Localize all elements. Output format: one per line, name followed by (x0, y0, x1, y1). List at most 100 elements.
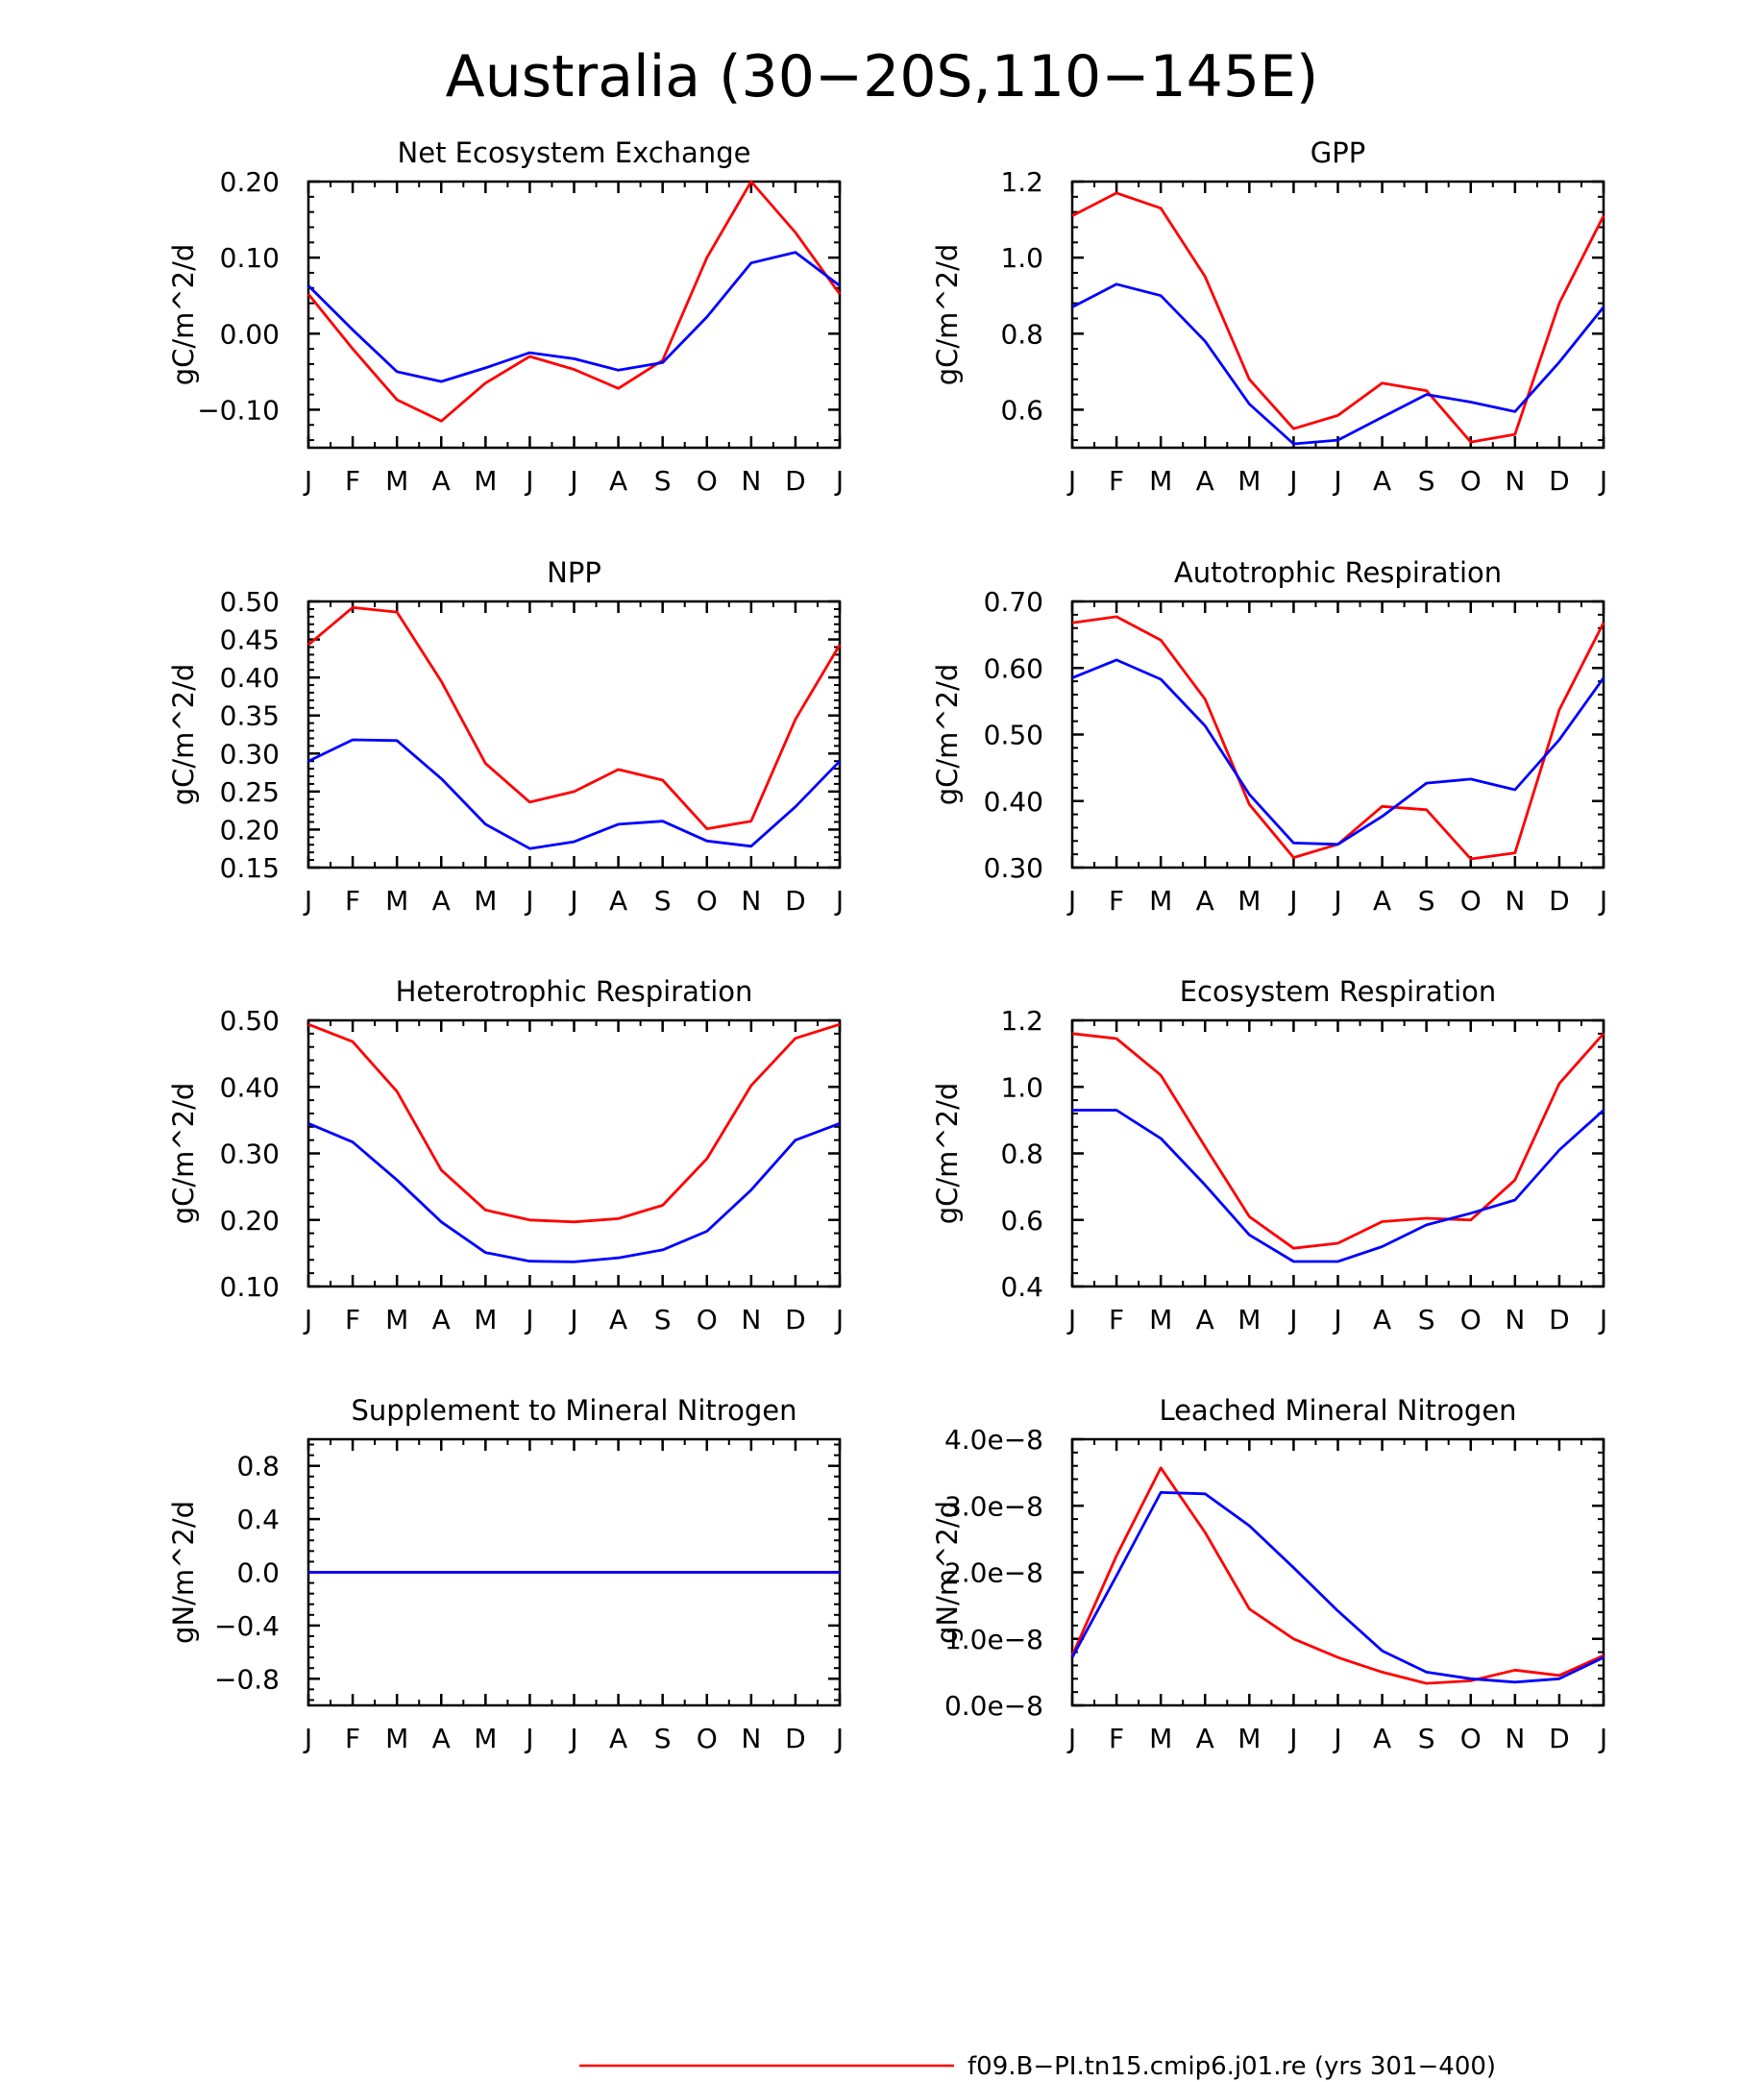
y-tick-label: 4.0e−8 (944, 1424, 1043, 1456)
x-tick-label: J (303, 885, 312, 917)
x-tick-label: N (741, 885, 761, 917)
x-tick-label: J (1066, 885, 1076, 917)
x-tick-label: F (1109, 1304, 1124, 1335)
y-tick-label: 0.30 (220, 738, 280, 770)
y-tick-label: 0.10 (220, 242, 280, 274)
x-tick-label: J (834, 1304, 844, 1335)
y-axis-label: gN/m^2/d (931, 1501, 964, 1644)
x-tick-label: N (741, 1723, 761, 1754)
series-line-1 (1071, 1032, 1605, 1250)
y-tick-label: 0.40 (984, 786, 1043, 818)
panel-title: GPP (1311, 136, 1365, 169)
x-tick-label: J (1066, 1723, 1076, 1754)
panel-title: Heterotrophic Respiration (396, 975, 753, 1008)
x-tick-label: J (1332, 1304, 1341, 1335)
y-axis-label: gN/m^2/d (167, 1501, 200, 1644)
x-tick-label: J (1287, 465, 1297, 497)
x-tick-label: N (741, 1304, 761, 1335)
y-axis-label: gC/m^2/d (167, 664, 200, 806)
x-tick-label: J (1332, 885, 1341, 917)
x-tick-label: S (1418, 885, 1435, 917)
x-tick-label: O (1460, 1723, 1482, 1754)
x-tick-label: O (697, 1723, 718, 1754)
x-tick-label: A (1196, 1723, 1214, 1754)
x-tick-label: A (1373, 1723, 1391, 1754)
x-tick-label: J (834, 885, 844, 917)
x-tick-label: N (1505, 885, 1525, 917)
series-line-2 (307, 1121, 841, 1263)
x-tick-label: F (345, 1304, 360, 1335)
x-tick-label: A (609, 1304, 627, 1335)
y-tick-label: 0.6 (1000, 1205, 1043, 1237)
x-tick-label: A (1373, 885, 1391, 917)
y-tick-label: 1.0 (1000, 1071, 1043, 1103)
y-axis-label: gC/m^2/d (931, 1083, 964, 1225)
legend-label: f09.B−PI.tn15.cmip6.j01.re (yrs 301−400) (968, 2052, 1496, 2081)
series-line-2 (307, 738, 842, 850)
x-tick-label: A (609, 1723, 627, 1754)
x-tick-label: A (609, 885, 627, 917)
figure-title: Australia (30−20S,110−145E) (446, 43, 1319, 110)
x-tick-label: M (474, 885, 497, 917)
y-tick-label: 3.0e−8 (944, 1490, 1043, 1522)
x-tick-label: M (385, 885, 408, 917)
x-tick-label: J (524, 1304, 533, 1335)
x-tick-label: N (1505, 1304, 1525, 1335)
y-axis-label: gC/m^2/d (167, 1083, 200, 1225)
y-tick-label: 0.70 (984, 586, 1043, 618)
x-tick-label: A (432, 1304, 451, 1335)
x-tick-label: S (1418, 1304, 1435, 1335)
x-tick-label: D (1549, 885, 1570, 917)
x-tick-label: J (303, 1723, 312, 1754)
y-tick-label: 0.60 (984, 652, 1043, 684)
x-tick-label: O (697, 465, 718, 497)
x-tick-label: J (1332, 1723, 1341, 1754)
series-line-1 (1071, 191, 1605, 444)
x-tick-label: M (385, 1723, 408, 1754)
x-tick-label: M (474, 1304, 497, 1335)
x-tick-label: F (345, 885, 360, 917)
y-tick-label: 0.6 (1000, 394, 1043, 426)
y-tick-label: 0.30 (984, 852, 1043, 884)
x-tick-label: N (1505, 1723, 1525, 1754)
y-tick-label: −0.8 (214, 1663, 280, 1695)
x-tick-label: J (1332, 465, 1341, 497)
y-tick-label: 0.45 (220, 625, 280, 656)
x-tick-label: J (1598, 885, 1607, 917)
x-tick-label: D (785, 885, 806, 917)
x-tick-label: O (1460, 885, 1482, 917)
y-axis-label: gC/m^2/d (167, 244, 200, 386)
x-tick-label: J (524, 465, 533, 497)
x-tick-label: J (568, 1304, 577, 1335)
x-tick-label: O (1460, 465, 1482, 497)
x-tick-label: J (524, 1723, 533, 1754)
y-tick-label: 0.20 (220, 814, 280, 845)
x-tick-label: F (1109, 885, 1124, 917)
panel-title: Ecosystem Respiration (1180, 975, 1497, 1008)
y-axis-label: gC/m^2/d (931, 664, 964, 806)
x-tick-label: J (568, 465, 577, 497)
y-tick-label: 0.25 (220, 776, 280, 808)
x-tick-label: S (654, 465, 672, 497)
y-tick-label: 0.40 (220, 662, 280, 694)
x-tick-label: A (1373, 465, 1391, 497)
x-tick-label: M (1237, 1304, 1261, 1335)
series-line-2 (1070, 1491, 1605, 1684)
panel-title: Net Ecosystem Exchange (398, 136, 751, 169)
x-tick-label: J (1287, 1304, 1297, 1335)
x-tick-label: F (345, 465, 360, 497)
x-tick-label: M (1149, 885, 1172, 917)
x-tick-label: O (697, 885, 718, 917)
x-tick-label: S (654, 1304, 672, 1335)
y-tick-label: 1.2 (1000, 166, 1043, 198)
y-tick-label: 0.8 (1000, 1139, 1043, 1170)
y-axis-label: gC/m^2/d (931, 244, 964, 386)
y-tick-label: 1.0e−8 (944, 1624, 1043, 1655)
y-tick-label: 0.30 (220, 1139, 280, 1170)
